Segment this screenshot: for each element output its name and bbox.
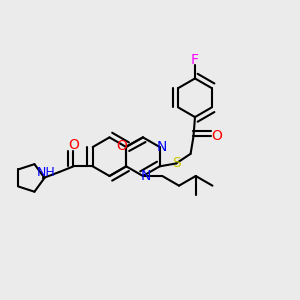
Text: O: O (211, 129, 222, 143)
Text: S: S (172, 156, 181, 170)
Text: F: F (191, 52, 199, 67)
Text: N: N (140, 169, 151, 183)
Text: O: O (68, 138, 79, 152)
Text: NH: NH (37, 166, 56, 178)
Text: O: O (116, 139, 127, 153)
Text: N: N (157, 140, 167, 154)
